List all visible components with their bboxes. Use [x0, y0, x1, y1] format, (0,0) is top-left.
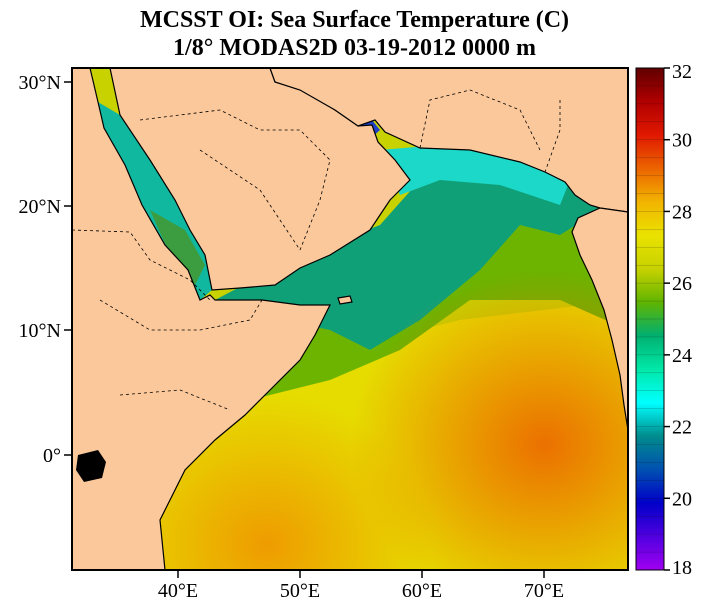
- latitude-axis: [64, 81, 72, 456]
- colorbar-label: 32: [672, 61, 692, 83]
- map-title-line1: MCSST OI: Sea Surface Temperature (C): [139, 7, 570, 33]
- colorbar-labels: 32 30 28 26 24 22 20 18: [672, 61, 692, 579]
- colorbar-label: 28: [672, 201, 692, 223]
- country-boundaries: [72, 89, 561, 411]
- colorbar-label: 26: [672, 273, 692, 295]
- land-masses: [72, 68, 628, 570]
- lake-victoria: [76, 450, 106, 482]
- map-frame: [71, 67, 629, 571]
- map-title-line2: 1/8° MODAS2D 03-19-2012 0000 m: [173, 35, 536, 61]
- colorbar-ticks: [636, 67, 670, 571]
- socotra-land: [337, 295, 353, 305]
- lat-label-0: 0°: [43, 445, 61, 467]
- colorbar-label: 24: [672, 345, 692, 367]
- india-land: [571, 207, 628, 431]
- lat-label-10n: 10°N: [19, 320, 61, 342]
- lon-label-50e: 50°E: [280, 580, 320, 602]
- colorbar-label: 30: [672, 130, 692, 152]
- lon-label-60e: 60°E: [402, 580, 442, 602]
- colorbar-label: 22: [672, 417, 692, 439]
- colorbar-label: 20: [672, 488, 692, 510]
- lon-label-40e: 40°E: [158, 580, 198, 602]
- colorbar-label: 18: [672, 557, 692, 579]
- lat-label-30n: 30°N: [19, 72, 61, 94]
- longitude-axis: [177, 570, 545, 578]
- lon-label-70e: 70°E: [524, 580, 564, 602]
- lat-label-20n: 20°N: [19, 196, 61, 218]
